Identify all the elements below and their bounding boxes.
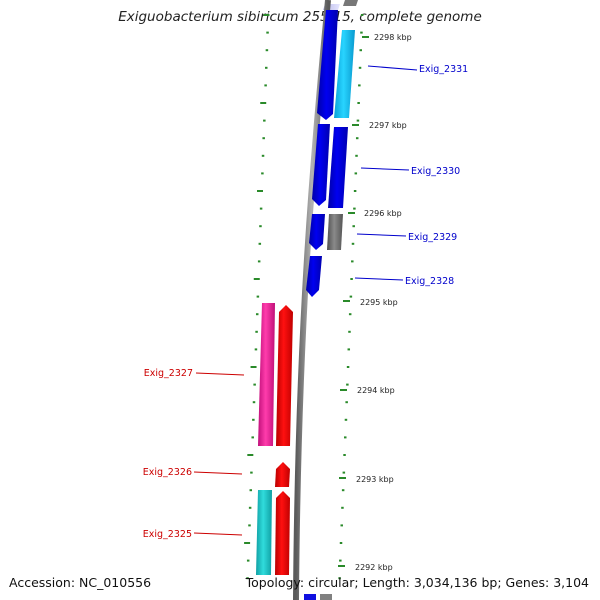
accession-label: Accession: NC_010556 (9, 575, 152, 590)
gene-label-exig-2331[interactable]: Exig_2331 (419, 64, 468, 75)
forward-strand-track (306, 10, 355, 297)
gene-label-exig-2328[interactable]: Exig_2328 (405, 276, 454, 287)
scale-label: 2298 kbp (374, 33, 412, 42)
reverse-gene-labels: Exig_2327 Exig_2326 Exig_2325 (143, 368, 245, 540)
scale-label: 2292 kbp (355, 563, 393, 572)
bottom-feature-blue (304, 594, 316, 600)
cds-exig-2329-rect[interactable] (327, 214, 343, 250)
gene-exig-2331-arrow[interactable] (317, 10, 338, 120)
scale-label: 2294 kbp (357, 386, 395, 395)
cds-exig-2330-arrow[interactable] (328, 127, 348, 208)
scale-label: 2293 kbp (356, 475, 394, 484)
gene-exig-2327-arrow[interactable] (276, 305, 293, 446)
gene-exig-2328-arrow[interactable] (306, 256, 322, 297)
reverse-strand-track (256, 303, 293, 575)
gene-label-exig-2325[interactable]: Exig_2325 (143, 529, 192, 540)
bottom-feature-gray (320, 594, 332, 600)
cds-exig-2331-arrow[interactable] (334, 30, 355, 118)
faded-feature-top-right (343, 0, 358, 6)
genome-summary-label: Topology: circular; Length: 3,034,136 bp… (245, 575, 589, 590)
scale-label: 2295 kbp (360, 298, 398, 307)
right-tick-ring (338, 14, 364, 580)
cds-exig-2325-rect[interactable] (256, 490, 272, 575)
scale-label: 2296 kbp (364, 209, 402, 218)
gene-label-exig-2330[interactable]: Exig_2330 (411, 166, 460, 177)
gene-label-exig-2326[interactable]: Exig_2326 (143, 467, 192, 478)
forward-gene-labels: Exig_2331 Exig_2330 Exig_2329 Exig_2328 (354, 64, 468, 287)
scale-labels: 2298 kbp 2297 kbp 2296 kbp 2295 kbp 2294… (338, 33, 412, 572)
scale-label: 2297 kbp (369, 121, 407, 130)
left-tick-ring (244, 14, 270, 580)
gene-exig-2330-arrow[interactable] (312, 124, 330, 206)
cds-exig-2327-rect[interactable] (258, 303, 275, 446)
gene-label-exig-2329[interactable]: Exig_2329 (408, 232, 457, 243)
map-title: Exiguobacterium sibiricum 255-15, comple… (118, 9, 482, 25)
gene-label-exig-2327[interactable]: Exig_2327 (144, 368, 193, 379)
gene-exig-2325-arrow[interactable] (275, 491, 290, 575)
gene-exig-2326-arrow[interactable] (275, 462, 290, 487)
gene-exig-2329-arrow[interactable] (309, 214, 325, 250)
